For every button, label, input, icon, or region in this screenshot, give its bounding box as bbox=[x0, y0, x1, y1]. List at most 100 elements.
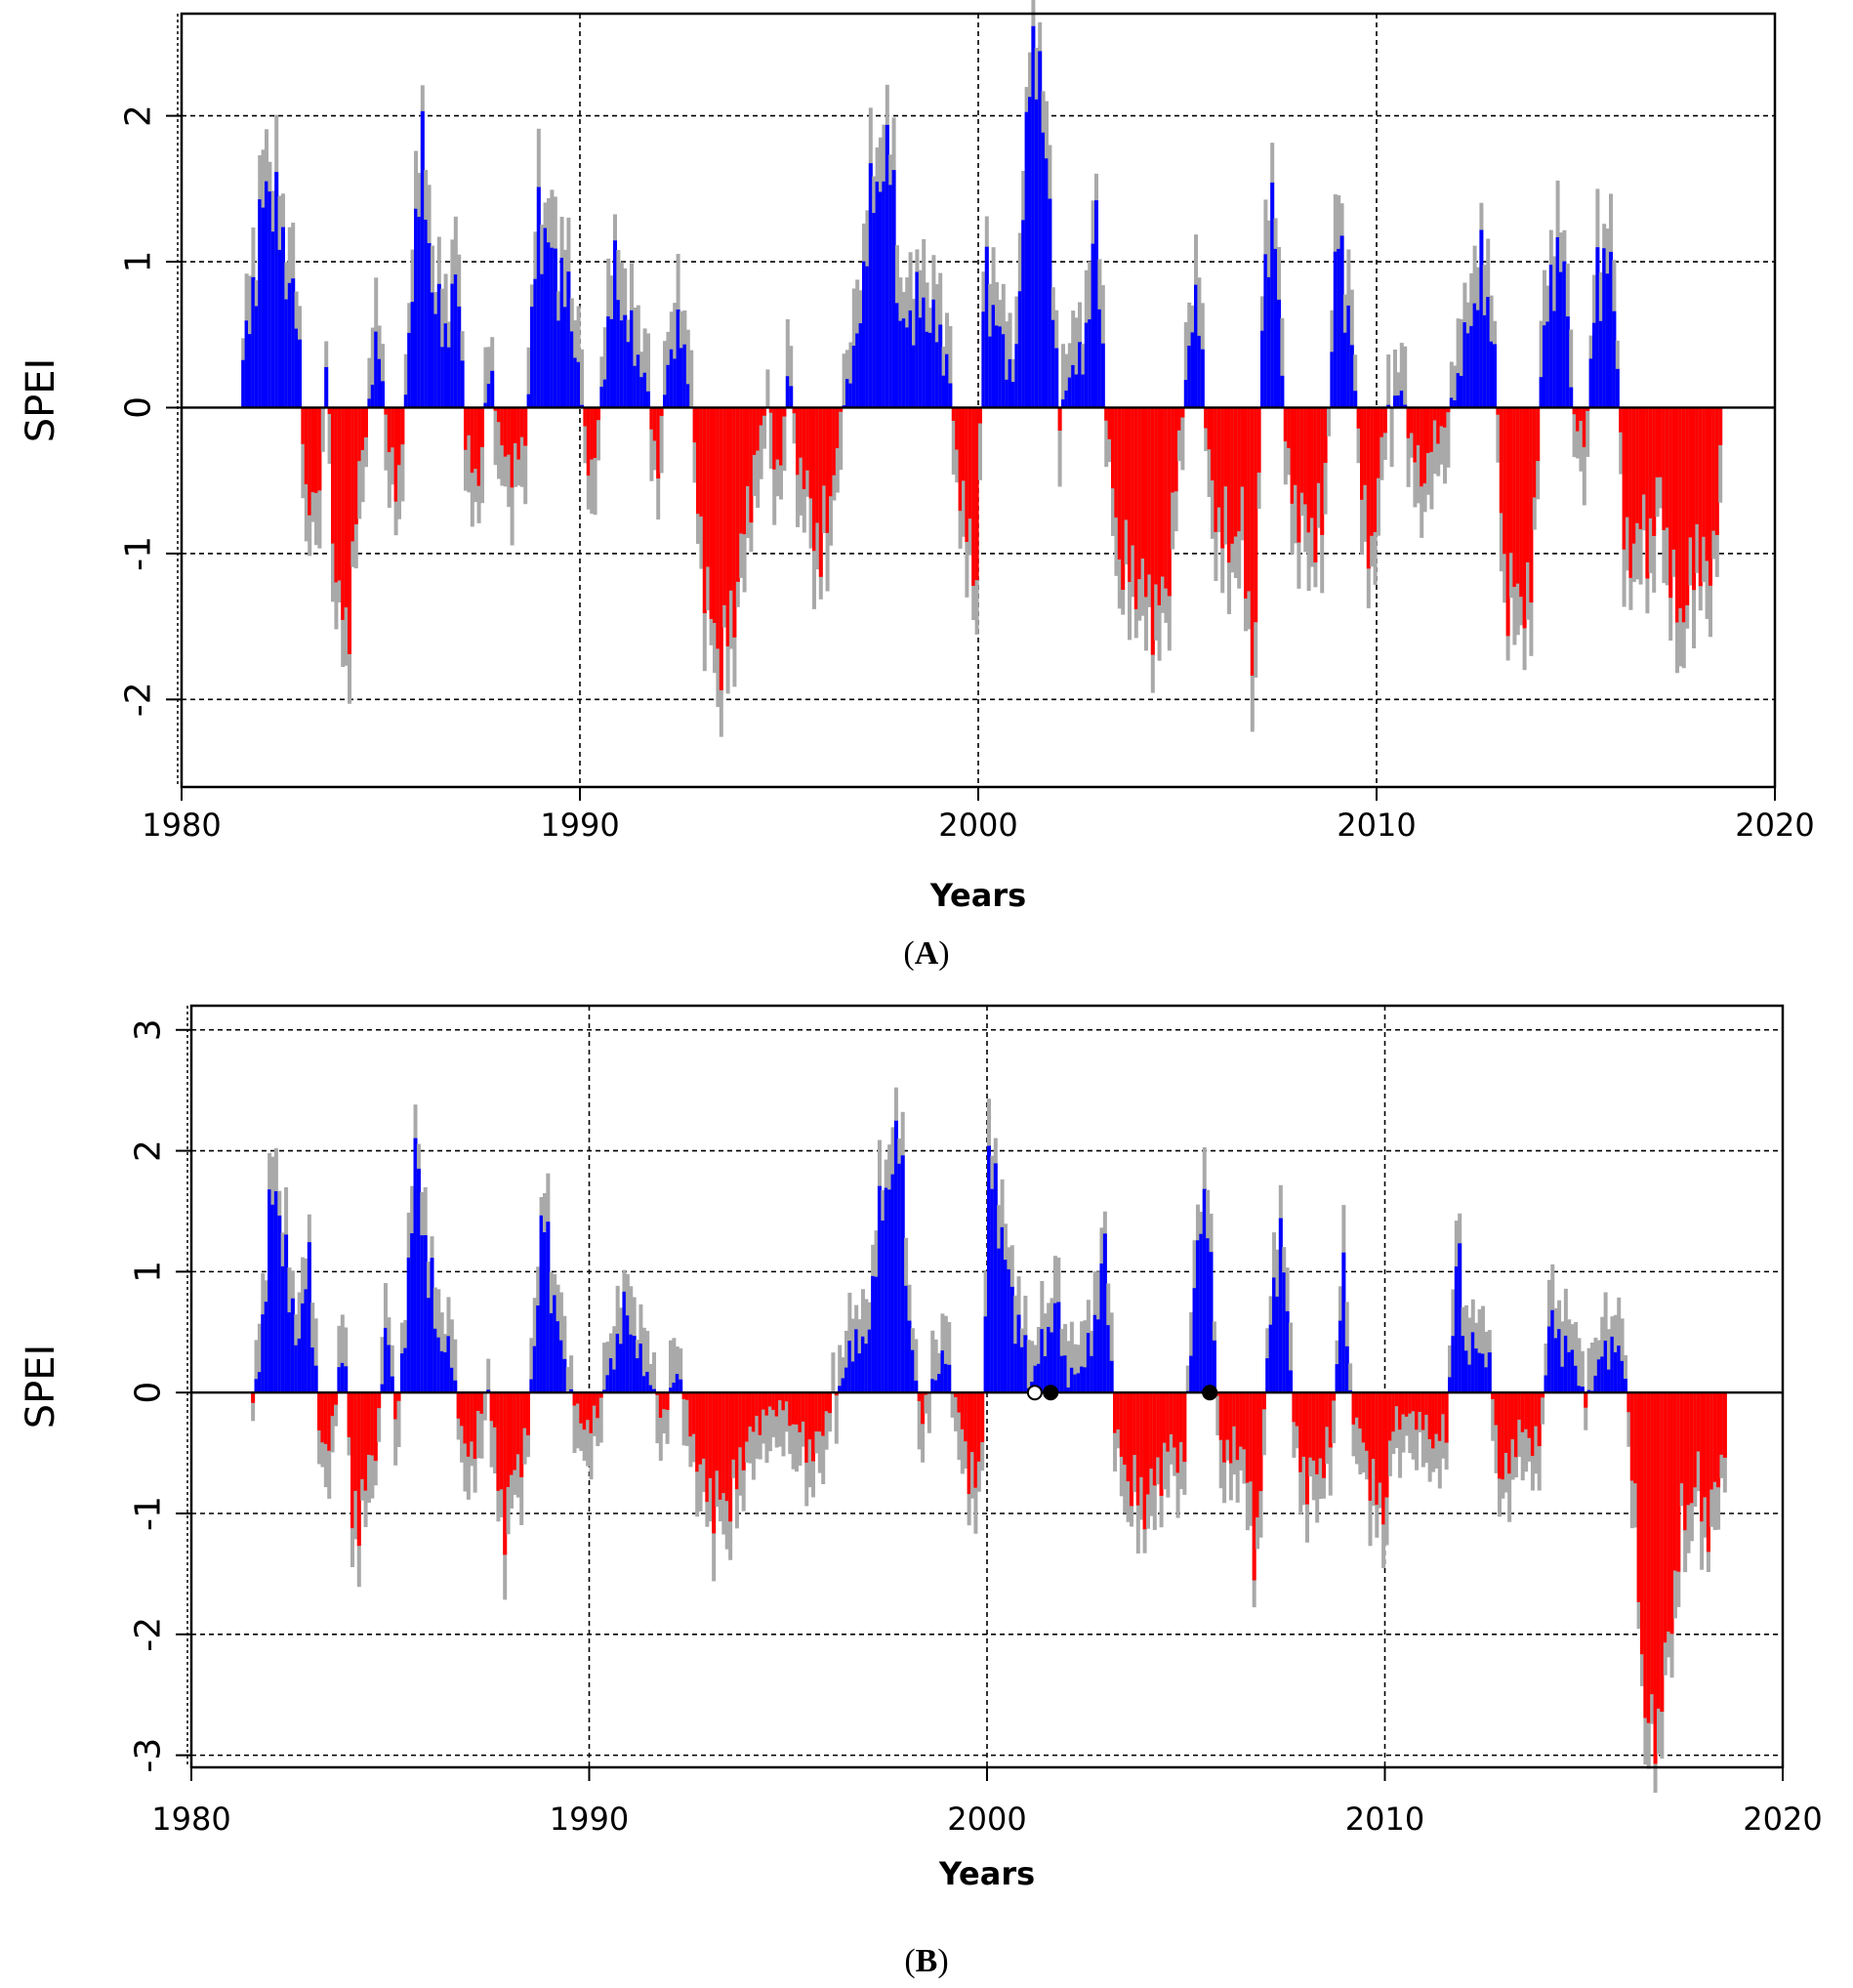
bar-58 bbox=[443, 1351, 448, 1393]
bar-251 bbox=[1074, 374, 1079, 408]
bar-324 bbox=[1316, 407, 1321, 483]
spike-44 bbox=[387, 407, 391, 509]
bar-98 bbox=[575, 1392, 580, 1404]
bar-182 bbox=[845, 379, 849, 408]
spike-206 bbox=[933, 1339, 938, 1393]
bar-258 bbox=[1097, 309, 1102, 408]
bar-238 bbox=[1040, 1329, 1045, 1393]
bar-31 bbox=[344, 407, 349, 608]
bar-93 bbox=[550, 247, 555, 408]
bar-201 bbox=[908, 310, 913, 408]
bar-185 bbox=[864, 1344, 869, 1393]
bar-342 bbox=[1377, 407, 1380, 478]
spike-237 bbox=[1036, 1326, 1041, 1393]
bar-87 bbox=[539, 1215, 544, 1393]
spike-165 bbox=[789, 346, 794, 408]
bar-178 bbox=[832, 407, 837, 476]
spike-39 bbox=[370, 327, 375, 408]
bar-69 bbox=[470, 407, 474, 474]
bar-354 bbox=[1424, 1392, 1429, 1415]
bar-263 bbox=[1114, 407, 1119, 518]
spike-69 bbox=[479, 1392, 484, 1459]
spike-163 bbox=[791, 1392, 796, 1470]
bar-124 bbox=[652, 407, 657, 441]
x-tick-label-1: 1990 bbox=[540, 807, 619, 844]
bar-311 bbox=[1273, 248, 1278, 408]
bar-236 bbox=[1024, 111, 1029, 408]
bar-191 bbox=[875, 182, 880, 408]
bar-396 bbox=[1563, 1335, 1568, 1393]
bar-377 bbox=[1501, 1392, 1505, 1480]
bar-86 bbox=[536, 1305, 541, 1393]
bar-331 bbox=[1339, 235, 1344, 408]
bar-15 bbox=[301, 1303, 306, 1393]
bar-156 bbox=[767, 1392, 772, 1407]
bar-83 bbox=[516, 407, 521, 460]
bar-241 bbox=[1041, 132, 1046, 408]
spike-347 bbox=[1401, 1392, 1406, 1453]
bar-7 bbox=[265, 181, 268, 408]
spike-362 bbox=[1443, 407, 1447, 484]
bar-64 bbox=[463, 1392, 468, 1444]
bar-268 bbox=[1131, 407, 1135, 546]
spike-86 bbox=[526, 347, 531, 408]
bar-362 bbox=[1451, 1336, 1456, 1393]
bar-406 bbox=[1596, 1359, 1601, 1393]
spike-378 bbox=[1496, 407, 1501, 463]
bar-41 bbox=[387, 1345, 391, 1393]
bar-186 bbox=[867, 1329, 872, 1393]
bar-133 bbox=[691, 1392, 696, 1434]
bar-311 bbox=[1282, 1272, 1287, 1393]
bar-50 bbox=[416, 1168, 421, 1393]
spike-291 bbox=[1207, 407, 1212, 498]
bar-65 bbox=[457, 306, 462, 408]
spike-48 bbox=[400, 407, 405, 502]
bar-109 bbox=[612, 1369, 617, 1393]
bar-444 bbox=[1714, 407, 1719, 535]
bar-252 bbox=[1078, 342, 1082, 408]
spike-402 bbox=[1576, 407, 1580, 459]
spike-126 bbox=[669, 1340, 673, 1393]
spike-213 bbox=[957, 1392, 962, 1461]
bar-274 bbox=[1150, 407, 1155, 655]
bar-63 bbox=[460, 1392, 465, 1427]
bar-240 bbox=[1047, 1326, 1051, 1393]
bar-109 bbox=[602, 379, 607, 408]
bar-410 bbox=[1610, 1336, 1615, 1393]
bar-432 bbox=[1675, 407, 1679, 623]
spike-163 bbox=[782, 407, 787, 472]
spike-38 bbox=[367, 357, 372, 408]
bar-134 bbox=[695, 1392, 700, 1472]
bar-426 bbox=[1655, 407, 1660, 477]
bar-415 bbox=[1619, 407, 1624, 433]
bar-386 bbox=[1522, 407, 1527, 629]
bar-255 bbox=[1096, 1319, 1101, 1393]
bar-132 bbox=[688, 1392, 693, 1437]
x-axis-title: Years bbox=[929, 877, 1026, 914]
bar-138 bbox=[699, 407, 704, 518]
spike-125 bbox=[665, 1392, 670, 1444]
spike-128 bbox=[675, 1346, 679, 1393]
spike-346 bbox=[1398, 1392, 1403, 1478]
spike-27 bbox=[340, 1314, 345, 1393]
bar-114 bbox=[619, 320, 624, 408]
bar-48 bbox=[400, 407, 405, 445]
bar-394 bbox=[1557, 1329, 1562, 1393]
bar-409 bbox=[1607, 1369, 1612, 1393]
bar-228 bbox=[998, 326, 1003, 408]
spike-314 bbox=[1283, 407, 1288, 485]
bar-79 bbox=[503, 407, 508, 457]
spike-102 bbox=[589, 1392, 594, 1480]
spike-156 bbox=[759, 407, 763, 479]
spike-365 bbox=[1453, 365, 1458, 408]
bar-347 bbox=[1393, 395, 1397, 408]
bar-148 bbox=[732, 407, 737, 638]
bar-193 bbox=[882, 181, 886, 408]
spike-122 bbox=[655, 1392, 660, 1444]
bar-326 bbox=[1323, 407, 1328, 464]
bar-47 bbox=[397, 407, 401, 466]
bar-391 bbox=[1539, 377, 1544, 408]
spike-389 bbox=[1541, 1392, 1545, 1425]
bar-206 bbox=[925, 331, 929, 408]
bar-258 bbox=[1106, 1325, 1111, 1393]
